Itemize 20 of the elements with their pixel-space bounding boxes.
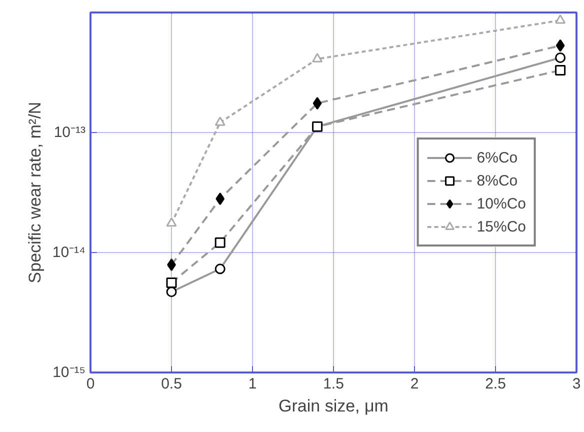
x-axis-title: Grain size, μm [278, 396, 388, 416]
y-axis-title: Specific wear rate, m²/N [25, 102, 44, 284]
y-tick-label: 10⁻¹³ [54, 124, 86, 141]
x-tick-label: 2 [410, 376, 419, 392]
legend-label: 15%Co [476, 218, 526, 235]
x-tick-label: 0 [86, 376, 95, 392]
point [555, 14, 566, 24]
x-tick-label: 2.5 [485, 376, 506, 392]
y-tick-label: 10⁻¹⁵ [52, 364, 86, 381]
point [312, 53, 323, 62]
legend-label: 10%Co [476, 195, 526, 212]
x-tick-label: 0.5 [161, 376, 182, 392]
legend-label: 6%Co [476, 149, 518, 166]
x-tick-label: 1.5 [323, 376, 344, 392]
x-tick-label: 3 [572, 376, 581, 392]
x-tick-label: 1 [248, 376, 257, 392]
legend-label: 8%Co [476, 172, 518, 189]
y-tick-label: 10⁻¹⁴ [52, 244, 86, 261]
point [166, 217, 177, 227]
point [214, 116, 226, 126]
